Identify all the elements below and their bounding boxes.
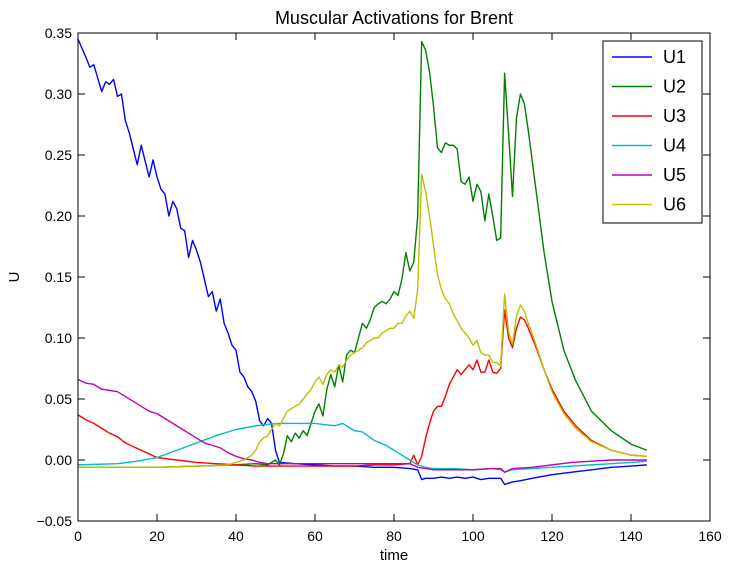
x-axis-ticks: 0 20 40 60 80 100 120 140 160 xyxy=(74,33,722,544)
x-tick-label: 120 xyxy=(540,528,564,544)
series-layer xyxy=(77,38,648,486)
y-axis-label: U xyxy=(6,272,23,283)
x-axis-label: time xyxy=(380,547,408,564)
x-tick-label: 60 xyxy=(307,528,323,544)
legend: U1 U2 U3 U4 U5 U6 xyxy=(602,40,703,224)
y-tick-label: 0.25 xyxy=(45,147,72,163)
chart-title: Muscular Activations for Brent xyxy=(275,8,513,28)
y-tick-label: 0.30 xyxy=(45,86,72,102)
legend-label-u6: U6 xyxy=(663,195,686,215)
legend-label-u1: U1 xyxy=(663,47,686,67)
y-tick-label: 0.00 xyxy=(45,452,72,468)
x-tick-label: 100 xyxy=(461,528,485,544)
series-line-u2 xyxy=(78,40,648,469)
x-tick-label: 140 xyxy=(619,528,643,544)
series-line-u6 xyxy=(78,173,647,469)
x-tick-label: 20 xyxy=(149,528,165,544)
series-line-u5 xyxy=(77,378,647,473)
y-axis-ticks: −0.05 0.00 0.05 0.10 0.15 0.20 0.25 0.30 0.35 xyxy=(37,25,710,529)
y-tick-label: 0.20 xyxy=(45,208,72,224)
x-tick-label: 160 xyxy=(698,528,722,544)
y-tick-label: 0.35 xyxy=(45,25,72,41)
x-tick-label: 0 xyxy=(74,528,82,544)
x-tick-label: 40 xyxy=(228,528,244,544)
series-line-u3 xyxy=(77,309,647,467)
legend-label-u5: U5 xyxy=(663,165,686,185)
y-tick-label: 0.15 xyxy=(45,269,72,285)
y-tick-label: 0.05 xyxy=(45,391,72,407)
y-tick-label: 0.10 xyxy=(45,330,72,346)
legend-box xyxy=(602,40,703,224)
y-tick-label: −0.05 xyxy=(37,513,73,529)
legend-label-u2: U2 xyxy=(663,77,686,97)
legend-label-u4: U4 xyxy=(663,136,686,156)
legend-label-u3: U3 xyxy=(663,106,686,126)
series-line-u1 xyxy=(77,38,647,486)
x-tick-label: 80 xyxy=(386,528,402,544)
series-line-u4 xyxy=(77,422,647,473)
